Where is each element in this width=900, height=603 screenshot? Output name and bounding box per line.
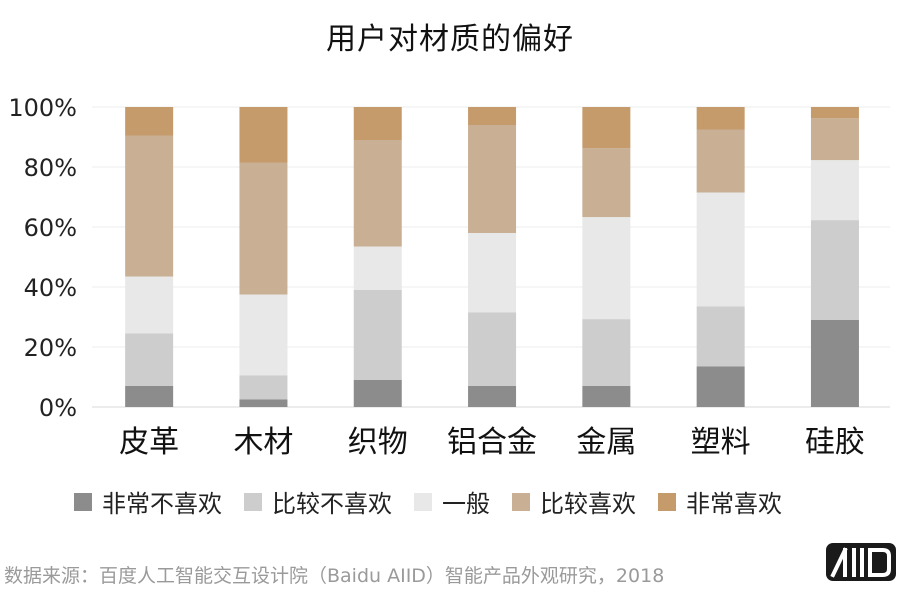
bar-segment (696, 366, 745, 407)
bar-segment (468, 386, 517, 407)
legend-label: 非常喜欢 (686, 490, 782, 518)
legend-item: 一般 (414, 484, 490, 519)
x-axis-ticks: 皮革 木材 织物 铝合金 金属 塑料 硅胶 (119, 425, 865, 460)
bar-segment (239, 294, 288, 376)
bar-segment (696, 192, 745, 307)
legend-swatch (512, 492, 530, 511)
y-tick-label: 80% (24, 154, 77, 182)
bar-segment (239, 375, 288, 400)
bar-segment (125, 107, 174, 136)
legend-swatch (658, 492, 676, 511)
x-tick-label: 织物 (348, 425, 408, 460)
y-tick-label: 60% (24, 214, 77, 242)
x-tick-label: 塑料 (691, 425, 751, 460)
bar-segment (582, 319, 631, 386)
legend-item: 非常不喜欢 (74, 484, 222, 519)
bar-segment (696, 129, 745, 193)
bar-segment (696, 107, 745, 130)
legend-item: 非常喜欢 (658, 484, 782, 519)
y-tick-label: 40% (24, 274, 77, 302)
legend: 非常不喜欢 比较不喜欢 一般 比较喜欢 非常喜欢 (74, 484, 804, 519)
legend-label: 非常不喜欢 (102, 490, 222, 518)
bar-segment (239, 107, 288, 163)
source-note: 数据来源：百度人工智能交互设计院（Baidu AIID）智能产品外观研究，201… (4, 565, 665, 587)
bar-segment (468, 233, 517, 313)
bar-segment (239, 162, 288, 295)
y-tick-label: 20% (24, 334, 77, 362)
legend-item: 比较喜欢 (512, 484, 636, 519)
x-tick-label: 铝合金 (447, 425, 537, 460)
bar-segment (125, 276, 174, 334)
y-axis-ticks: 0% 20% 40% 60% 80% 100% (8, 94, 77, 422)
brand-logo (826, 543, 896, 581)
bar-segment (810, 160, 859, 221)
legend-swatch (244, 492, 262, 511)
x-tick-label: 木材 (233, 425, 293, 460)
y-tick-label: 100% (8, 94, 77, 122)
legend-item: 比较不喜欢 (244, 484, 392, 519)
bar-segment (125, 333, 174, 386)
bar-segment (353, 107, 402, 140)
bar-segment (810, 118, 859, 161)
bar-segment (353, 246, 402, 290)
x-tick-label: 金属 (576, 425, 636, 460)
stacked-bar-chart: 0% 20% 40% 60% 80% 100% 皮革 木材 织物 铝合金 金属 塑料 硅胶 (8, 94, 890, 460)
bar-segment (468, 312, 517, 386)
chart-title: 用户对材质的偏好 (326, 22, 574, 57)
bar-segment (582, 107, 631, 149)
bar-segment (353, 380, 402, 407)
legend-label: 比较不喜欢 (272, 490, 392, 518)
bars (125, 107, 859, 407)
bar-segment (239, 399, 288, 407)
legend-swatch (414, 492, 432, 511)
legend-label: 一般 (442, 490, 490, 518)
bar-segment (353, 140, 402, 247)
legend-label: 比较喜欢 (540, 490, 636, 518)
bar-segment (353, 290, 402, 380)
bar-segment (125, 135, 174, 277)
bar-segment (696, 306, 745, 367)
bar-segment (468, 125, 517, 233)
bar-segment (582, 148, 631, 218)
bar-segment (810, 220, 859, 320)
bar-segment (468, 107, 517, 125)
bar-segment (582, 217, 631, 320)
bar-segment (125, 386, 174, 407)
x-tick-label: 硅胶 (805, 425, 865, 460)
bar-segment (810, 107, 859, 119)
bar-segment (810, 320, 859, 407)
x-tick-label: 皮革 (119, 425, 179, 460)
legend-swatch (74, 492, 92, 511)
y-tick-label: 0% (39, 394, 77, 422)
bar-segment (582, 386, 631, 407)
